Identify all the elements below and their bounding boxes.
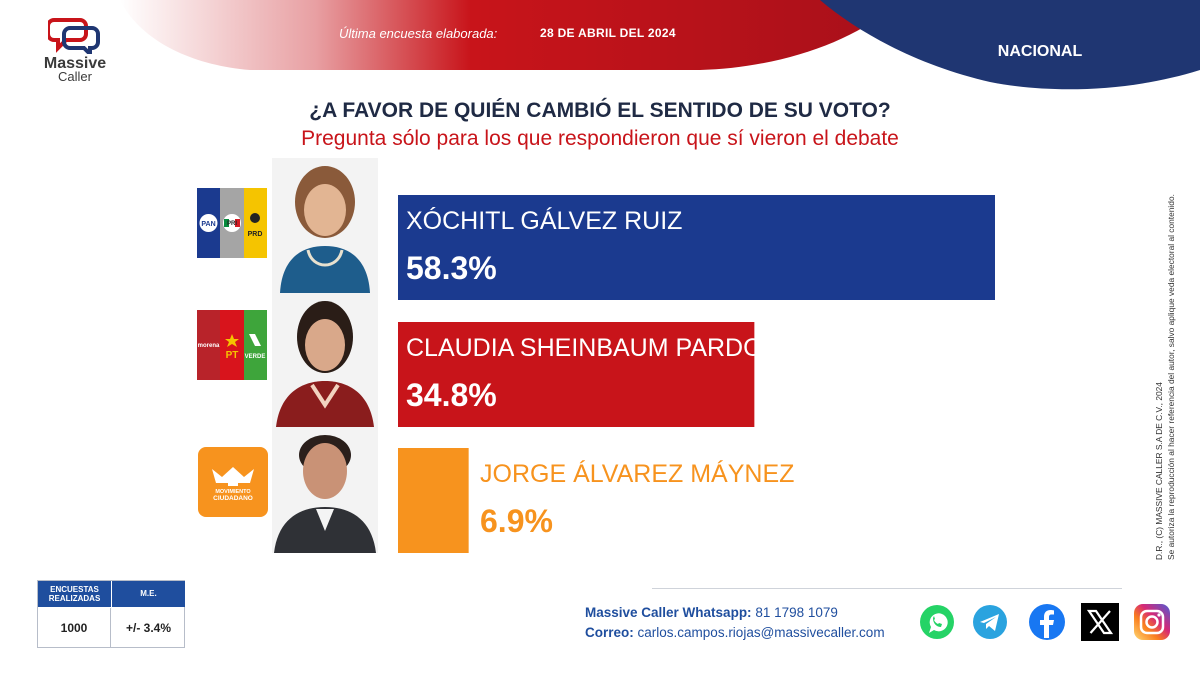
email-address[interactable]: carlos.campos.riojas@massivecaller.com [637, 625, 885, 640]
disclaimer-line-1: D.R., (C) MASSIVE CALLER S.A DE C.V., 20… [1154, 382, 1164, 560]
header-banner [120, 0, 1200, 90]
scope-label: NACIONAL [997, 43, 1083, 60]
telegram-icon[interactable] [970, 602, 1010, 642]
candidate-photo-jorge [272, 427, 378, 553]
whatsapp-contact: Massive Caller Whatsapp: 81 1798 1079 [585, 605, 838, 620]
mc-logo-text-1: MOVIMIENTO [215, 489, 251, 495]
candidate-photo-xochitl [272, 158, 378, 293]
bar-label-3: JORGE ÁLVAREZ MÁYNEZ [480, 459, 794, 488]
candidate-photo-claudia [272, 293, 378, 427]
bar-label-2: CLAUDIA SHEINBAUM PARDO [406, 334, 763, 362]
mc-logo-text-2: CIUDADANO [213, 495, 253, 502]
verde-logo-text: VERDE [245, 354, 266, 360]
x-icon[interactable] [1080, 602, 1120, 642]
page-title: ¿A FAVOR DE QUIÉN CAMBIÓ EL SENTIDO DE S… [309, 99, 891, 122]
margin-error-value: +/- 3.4% [125, 621, 172, 635]
pt-logo-text: PT [226, 350, 239, 361]
bar-value-2: 34.8% [406, 377, 497, 413]
copyright-disclaimer: D.R., (C) MASSIVE CALLER S.A DE C.V., 20… [1154, 194, 1176, 560]
instagram-icon[interactable] [1132, 602, 1172, 642]
brand-name-2: Caller [58, 69, 92, 84]
footer-divider [652, 588, 1122, 589]
brand-logo: Massive Caller [34, 14, 116, 94]
margin-error-header: M.E. [112, 581, 185, 607]
brand-name: Massive [43, 55, 107, 72]
bar-value-1: 58.3% [406, 250, 497, 286]
coalition-pan-pri-prd-logo: PAN PRI PRD [197, 188, 267, 258]
pan-logo-text: PAN [201, 221, 215, 228]
disclaimer-line-2: Se autoriza la reproducción al hacer ref… [1166, 194, 1176, 560]
bar-3 [398, 448, 469, 553]
morena-logo-text: morena [198, 343, 220, 349]
bar-1 [398, 195, 995, 300]
page-subtitle: Pregunta sólo para los que respondieron … [301, 127, 899, 150]
movimiento-ciudadano-logo: MOVIMIENTO CIUDADANO [198, 447, 268, 517]
whatsapp-label: Massive Caller Whatsapp: [585, 605, 752, 620]
prd-logo-text: PRD [248, 231, 263, 238]
bar-2 [398, 322, 755, 427]
whatsapp-number[interactable]: 81 1798 1079 [755, 605, 838, 620]
methodology-table: ENCUESTAS REALIZADAS M.E. 1000 +/- 3.4% [37, 580, 185, 648]
bar-value-3: 6.9% [480, 503, 553, 539]
coalition-morena-pt-verde-logo: morena PT VERDE [197, 310, 267, 380]
last-survey-label: Última encuesta elaborada: [339, 26, 498, 41]
facebook-icon[interactable] [1027, 602, 1067, 642]
email-contact: Correo: carlos.campos.riojas@massivecall… [585, 625, 885, 640]
surveys-header: ENCUESTAS REALIZADAS [38, 581, 111, 607]
last-survey-date: 28 DE ABRIL DEL 2024 [540, 26, 676, 40]
chat-bubbles-icon [48, 18, 100, 54]
bar-label-1: XÓCHITL GÁLVEZ RUIZ [406, 206, 682, 235]
surveys-value: 1000 [38, 608, 111, 648]
whatsapp-icon[interactable] [917, 602, 957, 642]
email-label: Correo: [585, 625, 634, 640]
pri-logo-text: PRI [227, 221, 237, 227]
